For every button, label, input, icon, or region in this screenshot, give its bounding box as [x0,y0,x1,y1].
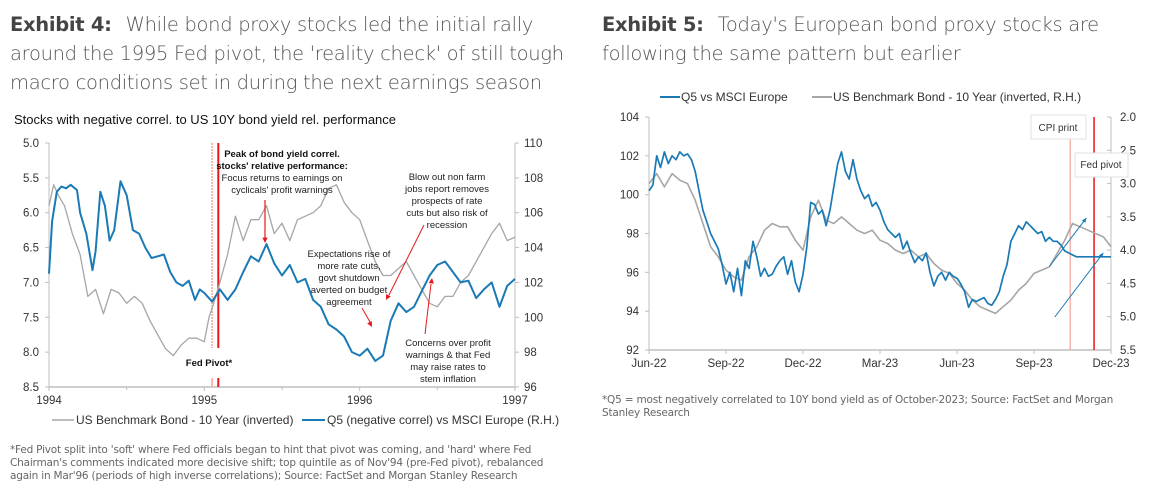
chart2-right-tick-label: 3.0 [1120,179,1136,191]
chart2-fed-pivot-label: Fed pivot [1080,160,1121,171]
chart2-trend-arrow-1 [1054,252,1104,318]
chart2-left-tick-label: 104 [620,112,640,124]
chart2-legend-bond-label: US Benchmark Bond - 10 Year (inverted, R… [833,90,1081,104]
exhibit5-title-text: Today's European bond proxy stocks are f… [602,13,1099,65]
chart2-left-tick-label: 102 [620,151,639,163]
chart1-annotation-concerns: Concerns over profit [405,338,491,349]
chart1-right-tick-label: 96 [524,382,537,394]
chart1-legend-q5-label: Q5 (negative correl) vs MSCI Europe (R.H… [327,413,559,427]
chart1-expectations-arrow [361,307,371,323]
exhibit5-label: Exhibit 5: [602,13,704,36]
chart1-annotation-expectations: Expectations rise of [308,249,391,260]
chart1-right-tick-label: 108 [524,173,543,185]
chart1-annotation-expectations: more rate cuts, [317,261,380,272]
chart1-concerns-arrow [424,283,432,335]
chart1-blowout-arrowhead [386,294,391,300]
chart1-expectations-arrowhead [367,321,372,327]
chart1-right-tick-label: 106 [524,208,543,220]
chart1-annotation-expectations: agreement [326,297,372,308]
chart2-left-tick-label: 96 [626,267,639,279]
chart1-left-tick-label: 8.5 [23,382,39,394]
chart1-annotation-peak-bold: Peak of bond yield correl. [224,149,340,160]
chart1-right-tick-label: 100 [524,312,543,324]
chart1-series-q5 [48,180,516,362]
chart1-title: Stocks with negative correl. to US 10Y b… [14,112,397,127]
chart1-x-tick-label: 1996 [347,395,373,407]
chart2-cpi-print-box [1030,114,1087,140]
chart1-annotation-peak: cyclicals' profit warnings [231,185,333,196]
chart1-concerns-arrowhead [428,278,434,284]
chart1-right-tick-label: 104 [524,243,544,255]
chart1: 5.0 5.5 6.0 6.5 7.0 7.5 8.0 8.5 96 98 100 102 104 106… [23,138,559,427]
exhibit5-footnote: *Q5 = most negatively correlated to 10Y … [602,394,1114,419]
chart2-x-tick-label: Dec-23 [1092,358,1129,370]
chart1-annotation-concerns: may raise rates to [410,362,486,373]
chart1-x-tick-label: 1994 [36,395,62,407]
chart1-left-tick-label: 6.0 [23,208,39,220]
chart2-right-tick-label: 5.0 [1120,312,1136,324]
exhibit4-title-text: While bond proxy stocks led the initial … [10,13,564,94]
chart1-right-tick-label: 98 [524,347,537,359]
chart1-annotation-concerns: warnings & that Fed [405,350,491,361]
chart2-right-tick-label: 2.0 [1120,112,1136,124]
chart2-right-tick-label: 5.5 [1120,345,1136,357]
chart2-fed-pivot-box [1074,152,1129,178]
exhibit5-title: Exhibit 5: Today's European bond proxy st… [602,10,1152,68]
chart1-annotation-expectations: govt shutdown [318,273,379,284]
chart2-trend-arrowhead-0 [1081,217,1087,223]
chart1-x-tick-label: 1997 [502,395,528,407]
chart2-x-tick-label: Mar-23 [862,358,898,370]
chart2-left-tick-label: 100 [620,190,639,202]
chart1-legend-bond-label: US Benchmark Bond - 10 Year (inverted) [76,413,293,427]
chart1-blowout-arrow [388,224,425,296]
chart1-annotation-peak-bold: stocks' relative performance: [216,161,348,172]
chart1-left-tick-label: 6.5 [23,243,39,255]
chart1-left-tick-label: 7.0 [23,277,39,289]
chart2-legend-q5-label: Q5 vs MSCI Europe [681,90,788,104]
chart2-x-tick-label: Sep-23 [1015,358,1052,370]
chart1-annotation-blowout: cuts but also risk of [406,208,488,219]
chart1-left-tick-label: 8.0 [23,347,39,359]
chart1-peak-arrowhead [262,237,268,243]
chart1-annotation-concerns: stem inflation [420,374,476,385]
chart2-series-bond [648,172,1112,315]
chart2-cpi-print-label: CPI print [1039,123,1078,134]
exhibit4-label: Exhibit 4: [10,13,112,36]
chart1-annotation-blowout: recession [427,220,468,231]
chart1-annotation-blowout: prospects of rate [412,196,483,207]
chart2-right-tick-label: 4.5 [1120,278,1136,290]
chart2-left-tick-label: 92 [626,345,639,357]
chart1-annotation-blowout: jobs report removes [404,184,489,195]
chart1-right-tick-label: 110 [524,138,542,150]
chart1-left-tick-label: 5.5 [23,173,39,185]
chart1-x-tick-label: 1995 [192,395,218,407]
chart2-trend-arrowhead-1 [1098,252,1104,258]
chart1-annotation-peak: Focus returns to earnings on [222,173,343,184]
chart2-series-q5 [648,151,1111,309]
exhibit4-title: Exhibit 4: While bond proxy stocks led th… [10,10,570,97]
chart2-right-tick-label: 3.5 [1120,212,1136,224]
chart2-trend-arrow-0 [1049,217,1087,267]
chart2-right-tick-label: 4.0 [1120,245,1136,257]
chart2-x-tick-label: Sep-22 [707,358,744,370]
chart1-right-tick-label: 102 [524,277,543,289]
chart1-left-tick-label: 5.0 [23,138,39,150]
chart1-annotation-blowout: Blow out non farm [409,172,486,183]
chart1-left-tick-label: 7.5 [23,312,39,324]
chart2-x-tick-label: Jun-22 [631,358,666,370]
chart1-series-bond [48,184,516,357]
chart1-annotation-expectations: averted on budget [311,285,388,296]
chart2-left-tick-label: 98 [626,229,639,241]
chart2-left-tick-label: 94 [626,306,639,318]
chart2-x-tick-label: Jun-23 [939,358,974,370]
chart1-fed-pivot-label: Fed Pivot* [186,358,233,369]
chart2-x-tick-label: Dec-22 [784,358,821,370]
exhibit4-footnote: *Fed Pivot split into 'soft' where Fed o… [10,444,544,482]
